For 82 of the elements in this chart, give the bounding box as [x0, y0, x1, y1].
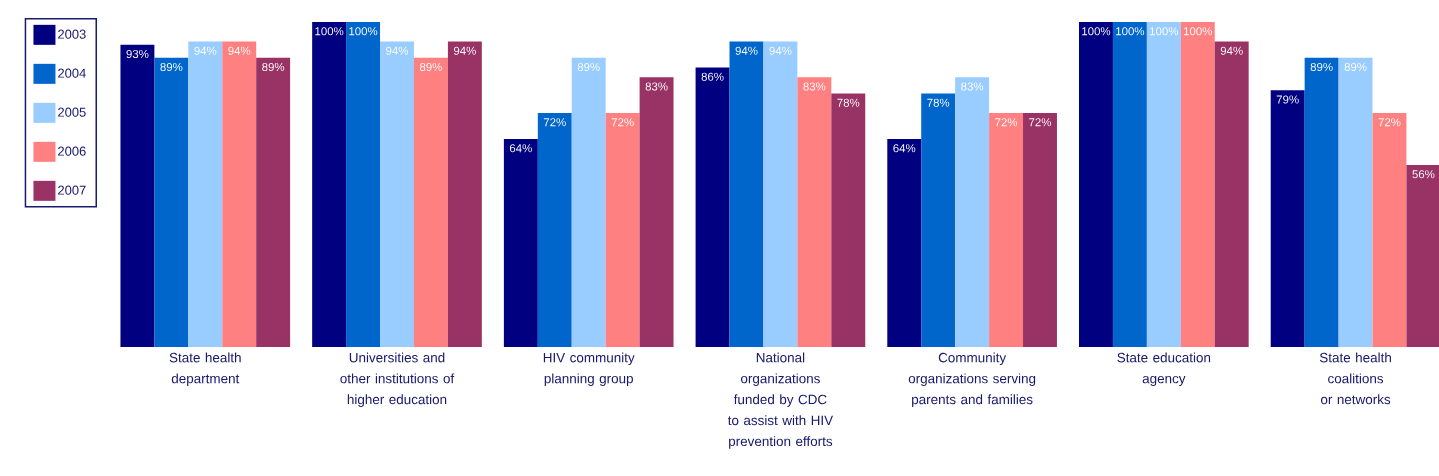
bar	[1270, 90, 1305, 347]
data-label: 94%	[769, 46, 792, 55]
bar	[729, 41, 764, 347]
x-tick-label: HIV community planning group	[543, 352, 635, 386]
data-label: 93%	[126, 49, 149, 59]
bar	[503, 138, 538, 347]
data-label: 94%	[194, 46, 217, 55]
x-tick-label: State health coalitions or networks	[1319, 352, 1391, 405]
data-label: 78%	[927, 98, 950, 107]
data-label: 83%	[803, 82, 826, 91]
bar	[380, 41, 414, 347]
data-label: 100%	[1183, 27, 1213, 36]
bar	[1112, 21, 1147, 347]
legend-label: 2007	[58, 185, 86, 195]
bar	[695, 67, 730, 347]
bar	[1304, 57, 1339, 347]
data-label: 83%	[961, 82, 984, 91]
data-label: 72%	[995, 118, 1018, 127]
bar	[413, 57, 448, 347]
bar	[887, 138, 922, 347]
bar	[1023, 112, 1057, 347]
bar	[639, 77, 674, 347]
data-label: 94%	[1220, 46, 1243, 55]
data-label: 100%	[315, 27, 344, 36]
bar	[537, 112, 572, 347]
bar	[831, 93, 866, 347]
legend-label: 2005	[58, 107, 86, 117]
x-tick-label: National organizations funded by CDC to assist with HIV prevention efforts	[727, 352, 834, 449]
legend-label: 2003	[58, 29, 86, 39]
bar	[797, 77, 832, 347]
data-label: 79%	[1276, 95, 1299, 104]
data-label: 94%	[386, 46, 409, 55]
bar	[346, 21, 381, 347]
bar	[955, 77, 990, 347]
legend-label: 2004	[58, 68, 86, 78]
data-label: 86%	[701, 72, 724, 81]
data-label: 100%	[1082, 27, 1111, 36]
data-label: 83%	[645, 82, 668, 91]
x-tick-label: State health department	[169, 352, 241, 386]
data-label: 89%	[160, 62, 183, 72]
bar	[1406, 164, 1439, 347]
data-label: 100%	[1116, 27, 1145, 36]
x-tick-label: Community organizations serving parents and families	[908, 352, 1036, 407]
data-label: 100%	[1150, 27, 1179, 36]
bar	[256, 57, 291, 347]
bar	[1338, 57, 1373, 347]
data-label: 72%	[543, 118, 566, 127]
bar	[571, 57, 606, 347]
x-tick-label: State education agency	[1117, 352, 1211, 386]
bar	[989, 112, 1024, 347]
bar	[1079, 21, 1113, 347]
bar	[1372, 112, 1407, 347]
bar	[154, 57, 189, 347]
bar	[1214, 41, 1249, 347]
data-label: 56%	[1412, 170, 1435, 179]
bar	[1180, 21, 1215, 347]
data-label: 64%	[893, 144, 916, 153]
data-label: 89%	[262, 62, 285, 72]
bar	[120, 44, 155, 347]
bar	[605, 112, 640, 347]
bar	[763, 41, 798, 347]
bar	[1146, 21, 1181, 347]
bar	[921, 93, 956, 347]
data-label: 94%	[228, 46, 251, 55]
bar	[222, 41, 257, 347]
data-label: 64%	[509, 144, 532, 153]
x-tick-label: Universities and other institutions of higher education	[340, 352, 455, 407]
data-label: 94%	[735, 46, 758, 55]
bar	[188, 41, 223, 347]
legend-label: 2006	[58, 146, 86, 156]
data-label: 78%	[837, 98, 860, 107]
data-label: 72%	[1029, 118, 1052, 127]
data-label: 100%	[349, 27, 378, 36]
data-label: 94%	[453, 46, 476, 55]
data-label: 89%	[577, 62, 600, 72]
data-label: 89%	[1344, 62, 1367, 72]
data-label: 72%	[611, 118, 634, 127]
data-label: 72%	[1378, 118, 1401, 127]
data-label: 89%	[1310, 62, 1333, 72]
bar	[312, 21, 347, 347]
bar	[447, 41, 482, 347]
data-label: 89%	[419, 62, 442, 72]
